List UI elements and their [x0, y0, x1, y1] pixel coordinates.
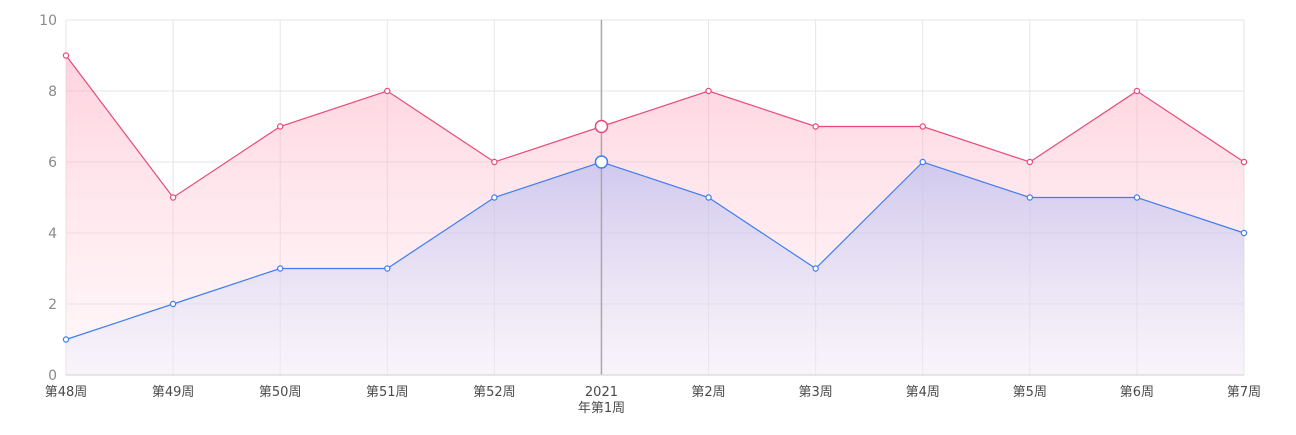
x-tick-label: 第4周 — [906, 385, 940, 400]
x-tick-label: 第7周 — [1227, 385, 1261, 400]
data-point[interactable] — [705, 87, 712, 95]
x-tick-label: 第6周 — [1120, 385, 1154, 400]
axes: 0 2 4 6 8 10 第48周 第49周 第50周 第51周 第52周 2021 年第1周 第2周 第3… — [39, 13, 1261, 416]
data-point[interactable] — [1133, 194, 1141, 201]
x-tick-label: 第49周 — [152, 385, 195, 400]
data-point[interactable] — [1026, 194, 1034, 201]
y-tick-label: 0 — [48, 368, 57, 384]
data-point[interactable] — [384, 265, 391, 272]
x-tick-label: 第2周 — [691, 385, 725, 400]
x-tick-label: 第48周 — [45, 385, 88, 400]
data-point[interactable] — [62, 52, 70, 59]
data-point[interactable] — [1240, 229, 1248, 237]
x-tick-label: 2021 年第1周 — [578, 385, 625, 416]
data-point[interactable] — [491, 158, 498, 166]
data-point[interactable] — [384, 87, 391, 95]
data-point[interactable] — [276, 123, 284, 130]
y-tick-label: 8 — [48, 84, 57, 100]
data-point[interactable] — [919, 123, 926, 130]
series-line-0 — [65, 55, 1245, 199]
y-tick-label: 2 — [48, 297, 57, 313]
series-lines — [65, 55, 1245, 341]
data-point[interactable] — [169, 194, 177, 201]
x-tick-label: 第5周 — [1013, 385, 1047, 400]
data-point[interactable] — [812, 265, 819, 272]
highlighted-point[interactable] — [594, 155, 609, 169]
y-tick-label: 10 — [39, 13, 57, 29]
series-areas — [66, 55, 1244, 375]
x-tick-label: 第51周 — [366, 385, 409, 400]
data-point[interactable] — [62, 336, 70, 343]
highlighted-point[interactable] — [594, 119, 609, 134]
x-tick-label: 第3周 — [798, 385, 832, 400]
data-point[interactable] — [812, 123, 819, 130]
data-point[interactable] — [491, 194, 498, 201]
data-point[interactable] — [169, 300, 177, 308]
data-point[interactable] — [1133, 87, 1141, 95]
y-tick-label: 6 — [48, 155, 57, 171]
y-tick-label: 4 — [48, 226, 57, 242]
x-tick-label: 第50周 — [259, 385, 302, 400]
data-point[interactable] — [1240, 158, 1248, 166]
series-line-1 — [65, 161, 1245, 341]
series-area-1 — [66, 162, 1244, 375]
x-tick-label: 第52周 — [473, 385, 516, 400]
data-point[interactable] — [919, 158, 926, 166]
data-point[interactable] — [276, 265, 284, 272]
data-points — [62, 52, 1248, 343]
data-point[interactable] — [1026, 158, 1034, 166]
data-point[interactable] — [705, 194, 712, 201]
